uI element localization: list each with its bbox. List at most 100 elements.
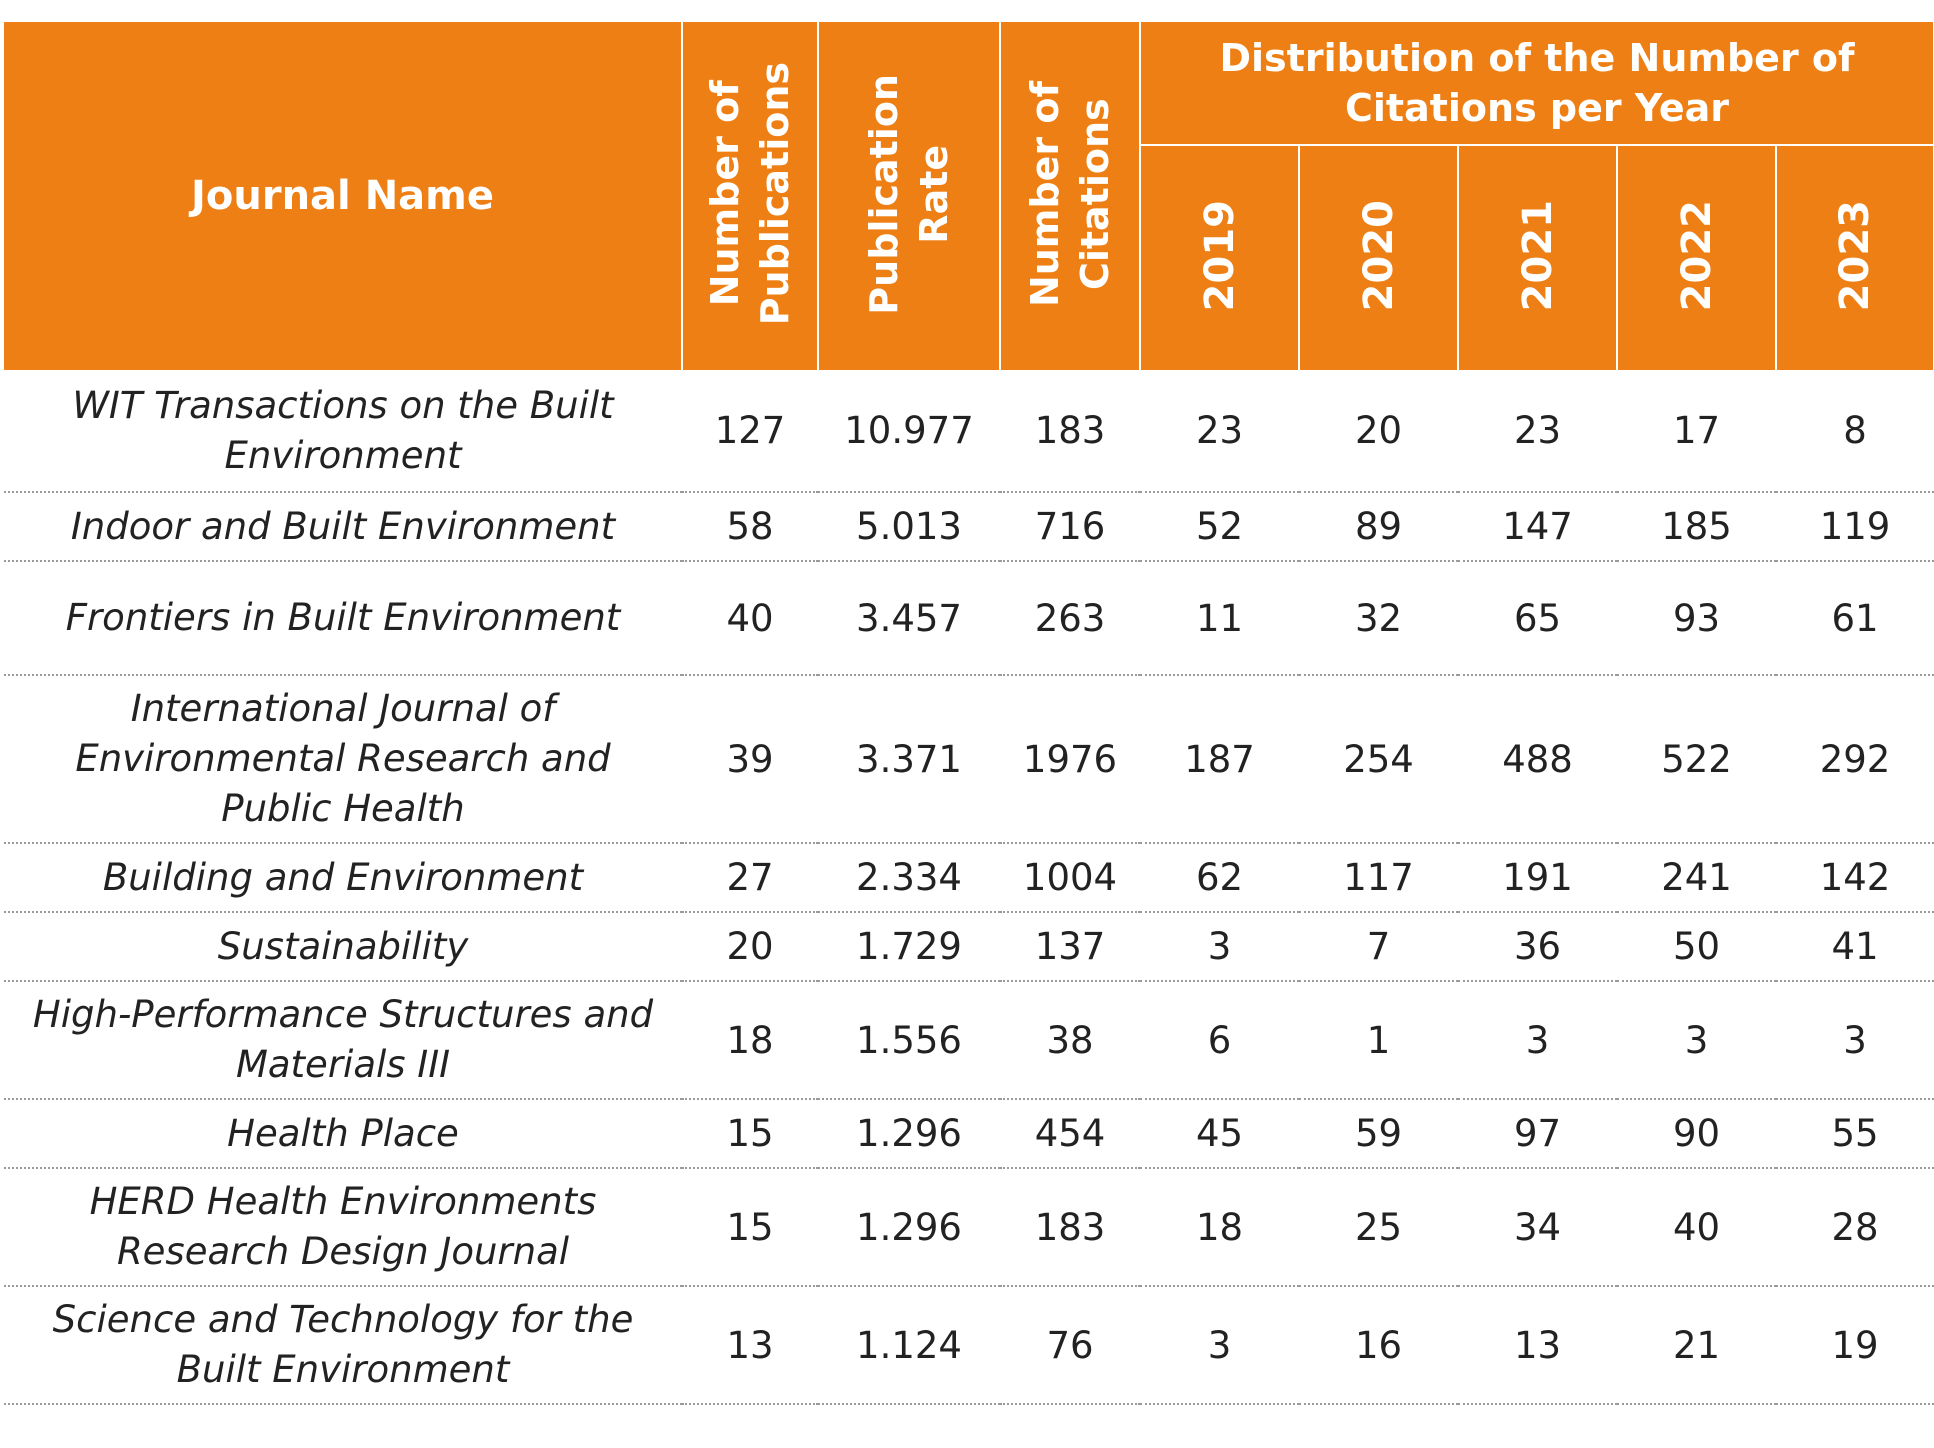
year-citations-cell-2023: 28 xyxy=(1776,1168,1934,1287)
year-header-2019: 2019 xyxy=(1139,145,1300,370)
year-citations-cell-2020: 20 xyxy=(1299,370,1458,493)
year-citations-cell-2023: 3 xyxy=(1776,981,1934,1100)
year-citations-cell-2020: 89 xyxy=(1299,492,1458,562)
year-citations-cell-2020: 59 xyxy=(1299,1099,1458,1169)
year-citations-cell-2023: 292 xyxy=(1776,675,1934,844)
year-citations-cell-2022: 522 xyxy=(1617,675,1776,844)
year-citations-cell-2021: 23 xyxy=(1458,370,1617,493)
journal-name-cell: HERD Health Environments Research Design… xyxy=(4,1168,682,1287)
year-citations-cell-2019: 23 xyxy=(1140,370,1299,493)
year-label: 2020 xyxy=(1355,200,1402,312)
publication-rate-label: Publication Rate xyxy=(862,73,956,315)
year-citations-cell-2019: 3 xyxy=(1140,1286,1299,1405)
publications-cell: 27 xyxy=(682,843,818,913)
publications-cell: 39 xyxy=(682,675,818,844)
year-citations-cell-2023: 8 xyxy=(1776,370,1934,493)
journal-name-cell: Building and Environment xyxy=(4,843,682,913)
table-row: High-Performance Structures and Material… xyxy=(4,981,1934,1100)
year-label: 2023 xyxy=(1832,200,1879,312)
year-citations-cell-2019: 3 xyxy=(1140,912,1299,982)
publication-rate-cell: 1.556 xyxy=(818,981,1000,1100)
citations-cell: 76 xyxy=(1000,1286,1140,1405)
citations-cell: 454 xyxy=(1000,1099,1140,1169)
publication-rate-cell: 10.977 xyxy=(818,370,1000,493)
table-row: Building and Environment 27 2.334 1004 62 117… xyxy=(4,843,1934,913)
year-citations-cell-2021: 3 xyxy=(1458,981,1617,1100)
year-citations-cell-2021: 36 xyxy=(1458,912,1617,982)
year-citations-cell-2023: 119 xyxy=(1776,492,1934,562)
journal-citations-table: Journal Name Number of Publications Publ… xyxy=(4,22,1934,1405)
table-row: WIT Transactions on the Built Environmen… xyxy=(4,370,1934,493)
publication-rate-cell: 3.457 xyxy=(818,561,1000,676)
year-citations-cell-2019: 18 xyxy=(1140,1168,1299,1287)
year-citations-cell-2020: 7 xyxy=(1299,912,1458,982)
year-citations-cell-2021: 65 xyxy=(1458,561,1617,676)
header-row-top: Journal Name Number of Publications Publ… xyxy=(4,22,1934,370)
citations-cell: 1976 xyxy=(1000,675,1140,844)
citations-cell: 716 xyxy=(1000,492,1140,562)
year-citations-cell-2021: 34 xyxy=(1458,1168,1617,1287)
year-citations-cell-2019: 52 xyxy=(1140,492,1299,562)
year-citations-cell-2021: 191 xyxy=(1458,843,1617,913)
year-label: 2019 xyxy=(1196,200,1243,312)
year-citations-cell-2021: 97 xyxy=(1458,1099,1617,1169)
table-row: HERD Health Environments Research Design… xyxy=(4,1168,1934,1287)
publications-cell: 18 xyxy=(682,981,818,1100)
year-header-2020: 2020 xyxy=(1298,145,1459,370)
journal-name-cell: Frontiers in Built Environment xyxy=(4,561,682,676)
year-citations-cell-2022: 50 xyxy=(1617,912,1776,982)
table-row: Sustainability 20 1.729 137 3 7 36 50 41 xyxy=(4,912,1934,982)
number-of-citations-label: Number of Citations xyxy=(1023,80,1117,308)
header-row-years: 2019 2020 2021 2022 2023 xyxy=(4,145,1934,370)
publication-rate-cell: 2.334 xyxy=(818,843,1000,913)
year-citations-cell-2022: 90 xyxy=(1617,1099,1776,1169)
number-of-publications-header: Number of Publications xyxy=(682,22,819,370)
table-row: Science and Technology for the Built Env… xyxy=(4,1286,1934,1405)
publications-cell: 40 xyxy=(682,561,818,676)
year-citations-cell-2020: 1 xyxy=(1299,981,1458,1100)
year-citations-cell-2019: 187 xyxy=(1140,675,1299,844)
year-citations-cell-2023: 55 xyxy=(1776,1099,1934,1169)
year-citations-cell-2019: 6 xyxy=(1140,981,1299,1100)
citations-cell: 137 xyxy=(1000,912,1140,982)
year-citations-cell-2021: 13 xyxy=(1458,1286,1617,1405)
year-citations-cell-2020: 16 xyxy=(1299,1286,1458,1405)
table-body: WIT Transactions on the Built Environmen… xyxy=(4,370,1934,1405)
year-citations-cell-2022: 40 xyxy=(1617,1168,1776,1287)
publication-rate-cell: 1.296 xyxy=(818,1168,1000,1287)
year-citations-cell-2021: 488 xyxy=(1458,675,1617,844)
publication-rate-cell: 3.371 xyxy=(818,675,1000,844)
table-row: Indoor and Built Environment 58 5.013 716 52… xyxy=(4,492,1934,562)
publications-cell: 15 xyxy=(682,1099,818,1169)
journal-name-cell: High-Performance Structures and Material… xyxy=(4,981,682,1100)
year-citations-cell-2019: 11 xyxy=(1140,561,1299,676)
year-citations-cell-2022: 93 xyxy=(1617,561,1776,676)
journal-name-cell: Sustainability xyxy=(4,912,682,982)
publications-cell: 13 xyxy=(682,1286,818,1405)
year-citations-cell-2022: 17 xyxy=(1617,370,1776,493)
year-citations-cell-2022: 241 xyxy=(1617,843,1776,913)
year-citations-cell-2020: 117 xyxy=(1299,843,1458,913)
citations-cell: 38 xyxy=(1000,981,1140,1100)
year-header-2021: 2021 xyxy=(1457,145,1618,370)
year-citations-cell-2020: 32 xyxy=(1299,561,1458,676)
year-citations-cell-2022: 3 xyxy=(1617,981,1776,1100)
publication-rate-cell: 1.729 xyxy=(818,912,1000,982)
year-citations-cell-2023: 41 xyxy=(1776,912,1934,982)
year-header-2022: 2022 xyxy=(1616,145,1777,370)
citations-cell: 1004 xyxy=(1000,843,1140,913)
journal-name-cell: International Journal of Environmental R… xyxy=(4,675,682,844)
year-citations-cell-2023: 142 xyxy=(1776,843,1934,913)
year-citations-cell-2023: 61 xyxy=(1776,561,1934,676)
journal-name-header: Journal Name xyxy=(4,22,683,370)
table-header: Journal Name Number of Publications Publ… xyxy=(4,22,1934,370)
citations-cell: 263 xyxy=(1000,561,1140,676)
year-citations-cell-2020: 254 xyxy=(1299,675,1458,844)
publications-cell: 15 xyxy=(682,1168,818,1287)
journal-name-cell: WIT Transactions on the Built Environmen… xyxy=(4,370,682,493)
year-citations-cell-2022: 21 xyxy=(1617,1286,1776,1405)
year-label: 2021 xyxy=(1514,200,1561,312)
journal-name-cell: Health Place xyxy=(4,1099,682,1169)
citations-cell: 183 xyxy=(1000,1168,1140,1287)
year-citations-cell-2021: 147 xyxy=(1458,492,1617,562)
